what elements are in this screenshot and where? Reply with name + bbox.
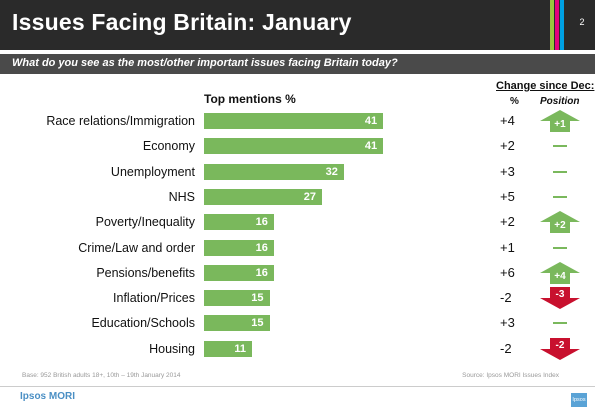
bar (204, 315, 270, 332)
bar-value-label: 16 (255, 216, 268, 229)
position-change-label: -2 (555, 339, 565, 351)
no-change-dash (553, 170, 567, 173)
bar-value-label: 15 (251, 317, 264, 330)
category-label: Race relations/Immigration (46, 114, 195, 128)
bar-value-label: 16 (255, 241, 268, 254)
down-arrow-shape (540, 337, 580, 360)
brand-stripe (560, 0, 564, 50)
bar-value-label: 27 (303, 190, 316, 203)
change-pct-value: -2 (500, 290, 512, 306)
up-arrow-icon (540, 110, 580, 132)
category-label: Education/Schools (91, 316, 195, 331)
base-note: Base: 952 British adults 18+, 10th – 19t… (22, 372, 181, 379)
position-change-cell (540, 135, 580, 157)
bar (204, 214, 274, 231)
down-arrow-shape (540, 287, 580, 310)
up-arrow-icon (540, 261, 580, 284)
brand-stripe (550, 0, 554, 50)
position-change-cell (540, 161, 580, 183)
position-change-cell (540, 312, 580, 334)
position-change-cell (540, 237, 580, 259)
down-arrow-icon (540, 337, 580, 360)
bar (204, 239, 274, 256)
position-change-cell (540, 186, 580, 208)
position-change-cell: -2 (540, 337, 580, 360)
page-number: 2 (579, 17, 585, 27)
up-arrow-shape (540, 211, 580, 234)
brand-name: Ipsos MORI (20, 391, 76, 402)
up-arrow-shape (540, 261, 580, 284)
position-change-label: +1 (554, 119, 566, 130)
position-change-cell: +4 (540, 261, 580, 284)
bar (204, 113, 384, 129)
category-label: Poverty/Inequality (95, 215, 195, 230)
no-change-dash (553, 246, 567, 249)
category-label: Unemployment (110, 164, 195, 179)
up-arrow-shape (540, 110, 580, 132)
change-pct-value: +4 (500, 113, 515, 128)
bar (204, 290, 270, 307)
category-label: Crime/Law and order (78, 240, 195, 255)
bar (204, 264, 274, 281)
header-bar: Issues Facing Britain: January 2 (0, 0, 595, 50)
position-change-cell: +2 (540, 211, 580, 234)
category-label: NHS (168, 189, 195, 204)
category-label: Housing (149, 341, 195, 356)
bar (204, 340, 253, 357)
bar-value-label: 41 (364, 140, 378, 153)
change-pct-value: +3 (500, 163, 515, 179)
pct-column-header: % (510, 96, 519, 107)
brand-stripe (555, 0, 559, 50)
bar (204, 188, 322, 205)
change-pct-value: +6 (500, 264, 515, 280)
position-change-label: +2 (554, 220, 566, 232)
position-change-cell: -3 (540, 287, 580, 310)
question-bar: What do you see as the most/other import… (0, 54, 595, 74)
brand-stripes (550, 0, 564, 50)
position-change-label: +4 (554, 270, 566, 282)
bar-value-label: 15 (251, 292, 264, 305)
bar-value-label: 41 (364, 115, 378, 127)
change-pct-value: -2 (500, 340, 512, 356)
position-change-cell: +1 (540, 110, 580, 132)
category-label: Economy (142, 139, 195, 154)
up-arrow-icon (540, 211, 580, 234)
change-pct-value: +2 (500, 214, 515, 230)
bar-value-label: 16 (255, 266, 268, 279)
no-change-dash (553, 322, 567, 325)
change-pct-value: +5 (500, 188, 515, 204)
category-label: Inflation/Prices (113, 291, 195, 306)
bar-value-label: 32 (325, 165, 338, 178)
chart-title: Top mentions % (204, 92, 296, 106)
category-label: Pensions/benefits (96, 265, 195, 280)
ipsos-logo: Ipsos (571, 393, 587, 407)
no-change-dash (553, 195, 567, 198)
bar-value-label: 11 (234, 342, 247, 355)
change-pct-value: +1 (500, 239, 515, 255)
bar (204, 163, 344, 180)
page-title: Issues Facing Britain: January (12, 9, 352, 35)
change-pct-value: +2 (500, 138, 515, 154)
change-since-header: Change since Dec: (496, 80, 595, 92)
bar (204, 138, 384, 155)
footer-divider (0, 386, 595, 387)
position-column-header: Position (540, 96, 580, 107)
no-change-dash (553, 145, 567, 148)
survey-question: What do you see as the most/other import… (12, 57, 398, 69)
source-note: Source: Ipsos MORI Issues Index (462, 372, 559, 379)
change-pct-value: +3 (500, 315, 515, 331)
position-change-label: -3 (555, 289, 565, 301)
down-arrow-icon (540, 287, 580, 310)
